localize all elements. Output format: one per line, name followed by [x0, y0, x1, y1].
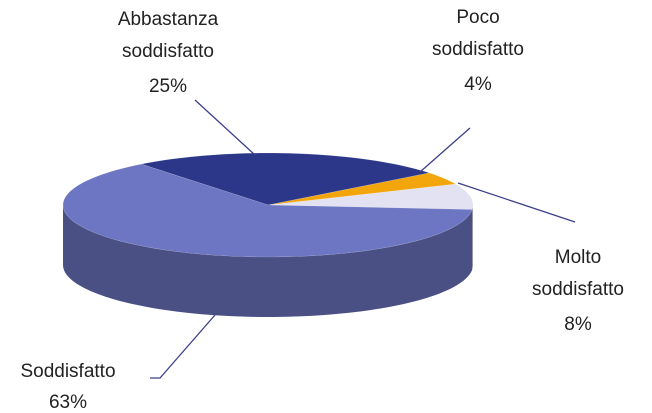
slice [141, 152, 430, 206]
slice [62, 163, 473, 258]
slice-label: Soddisfatto [20, 361, 116, 382]
slice-label: Molto soddisfatto [532, 247, 624, 300]
leader-line [457, 182, 576, 223]
leader-line [194, 99, 256, 156]
leader-line [419, 127, 471, 173]
slice-label: Abbastanza soddisfatto [117, 9, 219, 62]
value-label: 63% [48, 392, 88, 413]
value-label: 4% [464, 74, 492, 95]
value-label: 8% [564, 314, 592, 335]
slice [267, 172, 457, 206]
slice-side [63, 205, 473, 317]
slice-side [472, 205, 473, 270]
value-label: 25% [148, 76, 188, 97]
slice [267, 183, 474, 210]
slice-label: Poco soddisfatto [432, 7, 524, 60]
leader-line [150, 314, 216, 379]
pie [62, 152, 474, 317]
